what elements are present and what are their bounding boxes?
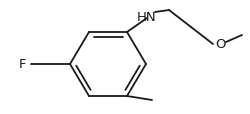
Text: F: F <box>18 58 26 71</box>
Text: HN: HN <box>137 11 157 24</box>
Text: O: O <box>215 38 225 51</box>
